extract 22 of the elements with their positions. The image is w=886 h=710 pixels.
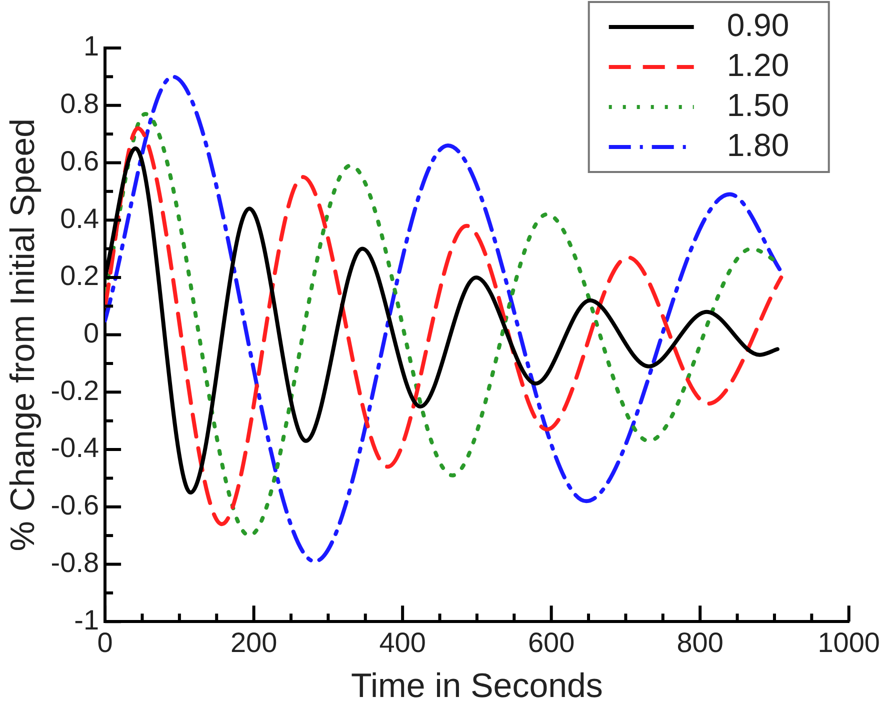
x-axis-title: Time in Seconds — [350, 666, 603, 705]
x-tick-label: 600 — [528, 627, 575, 658]
y-tick-label: 0.2 — [60, 260, 100, 292]
x-tick-label: 400 — [379, 627, 426, 658]
legend-label: 1.50 — [726, 86, 790, 123]
x-tick-label: 800 — [676, 627, 724, 658]
y-tick-label: -0.4 — [50, 432, 100, 464]
y-tick-label: 1 — [83, 30, 100, 62]
y-tick-label: -0.2 — [50, 374, 100, 406]
y-tick-label: 0.4 — [60, 202, 100, 234]
y-tick-label: 0 — [83, 318, 100, 349]
y-tick-label: -0.6 — [50, 490, 100, 521]
legend-label: 1.20 — [726, 46, 790, 83]
y-tick-label: -0.8 — [50, 546, 100, 578]
y-tick-label: -1 — [74, 604, 100, 636]
legend-label: 0.90 — [726, 6, 790, 43]
legend-label: 1.80 — [726, 126, 790, 163]
x-tick-label: 1000 — [818, 627, 880, 658]
x-tick-label: 200 — [230, 627, 278, 658]
y-tick-label: 0.6 — [60, 145, 100, 176]
y-axis-title: % Change from Initial Speed — [4, 118, 42, 552]
y-tick-label: 0.8 — [60, 88, 100, 120]
